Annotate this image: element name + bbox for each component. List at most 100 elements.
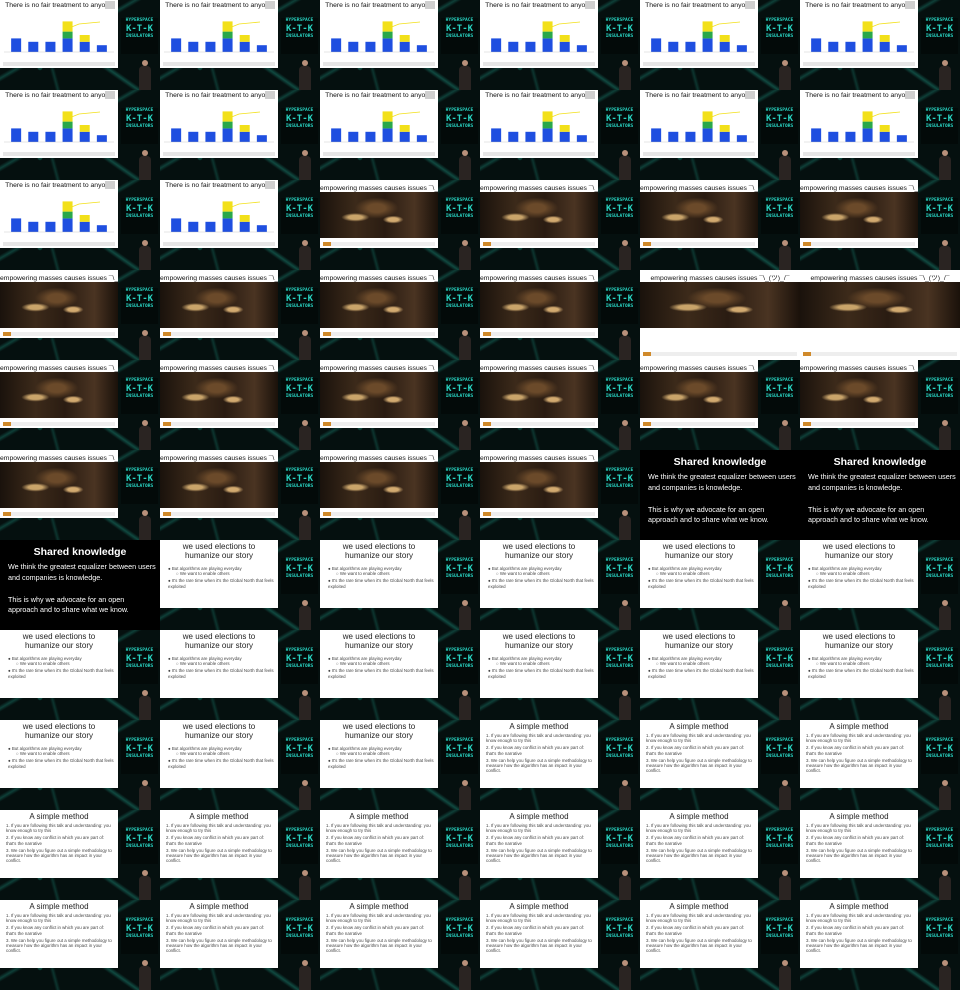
speaker-figure (618, 510, 632, 540)
bar-blue-C1 (491, 38, 502, 52)
bar-chart (644, 21, 754, 53)
bar-blue-C3 (525, 41, 536, 52)
numbered-item: 3. We can help you figure out a simple m… (166, 847, 272, 864)
title-line: we used elections to (182, 632, 256, 641)
conference-logo: HYPERSPACE K-T-K INSULATORS (601, 468, 638, 504)
speaker-figure (298, 870, 312, 900)
bar-blue-C1 (491, 128, 502, 142)
bar-yellow-C5 (399, 35, 410, 42)
conference-logo: HYPERSPACE K-T-K INSULATORS (921, 558, 958, 594)
logo-text: K-T-K (765, 204, 794, 214)
slide-text: This is why we advocate for an open appr… (8, 594, 129, 615)
painting-image (0, 372, 118, 418)
logo-text: INSULATORS (925, 214, 954, 219)
numbered-item: 3. We can help you figure out a simple m… (486, 847, 592, 864)
method-slide: A simple method 1. If you are following … (800, 810, 918, 878)
slide-title: A simple method (669, 812, 729, 821)
thumbnail-frame: A simple method 1. If you are following … (640, 720, 800, 810)
thumbnail-frame: empowering masses causes issues ¯\_(ツ)_/… (480, 360, 640, 450)
thumbnail-frame: A simple method 1. If you are following … (480, 810, 640, 900)
logo-text: INSULATORS (125, 34, 154, 39)
slide-text: We think the greatest equalizer between … (8, 562, 156, 582)
logo-text: K-T-K (605, 744, 634, 754)
slide-title: empowering masses causes issues ¯\_(ツ)_/… (160, 365, 278, 372)
bar-yellow-C5 (239, 35, 250, 42)
bar-blue-C3 (525, 131, 536, 142)
bullet: ● It's the rare time when it's the Globa… (168, 668, 274, 679)
photo-slide: empowering masses causes issues ¯\_(ツ)_/… (320, 450, 438, 518)
title-line: humanize our story (824, 641, 894, 650)
slide-title: empowering masses causes issues ¯\_(ツ)_/… (320, 455, 438, 462)
bar-blue-C1 (11, 128, 22, 142)
logo-text: HYPERSPACE (125, 918, 154, 923)
sub-bullet: ○ We want to enable others (336, 661, 390, 667)
bar-blue-C2 (828, 41, 839, 52)
logo-text: INSULATORS (125, 754, 154, 759)
bar-blue-C5 (719, 41, 730, 52)
sub-bullet: ○ We want to enable others (16, 751, 70, 757)
bar-yellow-C4 (542, 21, 553, 32)
conference-logo: HYPERSPACE K-T-K INSULATORS (921, 108, 958, 144)
speaker-figure (458, 780, 472, 810)
chart-slide: There is no fair treatment to anyone (480, 90, 598, 158)
logo-text: K-T-K (125, 474, 154, 484)
bullet: ● But algorithms are playing everyday ○ … (808, 656, 914, 666)
elections-slide: we used elections to humanize our story … (800, 630, 918, 698)
slide-title: A simple method (509, 722, 569, 731)
slide-footer (163, 152, 275, 156)
numbered-item: 2. If you know any conflict in which you… (6, 835, 105, 846)
photo-slide: empowering masses causes issues ¯\_(ツ)_/… (480, 270, 598, 338)
logo-text: K-T-K (285, 474, 314, 484)
bar-blue-C1 (11, 218, 22, 232)
bullet: ● But algorithms are playing everyday ○ … (328, 566, 434, 576)
slide-text: We think the greatest equalizer between … (808, 472, 956, 492)
logo-text: HYPERSPACE (605, 828, 634, 833)
logo-text: INSULATORS (125, 214, 154, 219)
logo-text: HYPERSPACE (605, 378, 634, 383)
title-line: humanize our story (504, 641, 574, 650)
title-line: we used elections to (502, 632, 576, 641)
logo-text: HYPERSPACE (925, 738, 954, 743)
slide-footer (643, 62, 755, 66)
bar-blue-C1 (651, 38, 662, 52)
bar-blue-C4 (862, 128, 873, 142)
bullet: ● But algorithms are playing everyday ○ … (488, 566, 594, 576)
elections-slide: we used elections to humanize our story … (160, 540, 278, 608)
elections-slide: we used elections to humanize our story … (800, 540, 918, 608)
elections-slide: we used elections to humanize our story … (0, 720, 118, 788)
method-slide: A simple method 1. If you are following … (640, 810, 758, 878)
logo-text: INSULATORS (285, 844, 314, 849)
elections-slide: we used elections to humanize our story … (0, 630, 118, 698)
sub-bullet: ○ We want to enable others (176, 751, 230, 757)
logo-text: HYPERSPACE (765, 558, 794, 563)
bar-yellow-C4 (222, 111, 233, 122)
numbered-item: 1. If you are following this talk and un… (806, 823, 911, 834)
bar-blue-C6 (256, 45, 267, 52)
thumbnail-frame: we used elections to humanize our story … (800, 630, 960, 720)
thumbnail-frame: we used elections to humanize our story … (160, 630, 320, 720)
thumbnail-frame: There is no fair treatment to anyone HYP… (800, 90, 960, 180)
painting-image (0, 462, 118, 508)
photo-slide: empowering masses causes issues ¯\_(ツ)_/… (480, 180, 598, 248)
speaker-figure (618, 870, 632, 900)
logo-text: INSULATORS (445, 124, 474, 129)
slide-footer (483, 512, 595, 516)
logo-text: HYPERSPACE (605, 18, 634, 23)
conference-logo: HYPERSPACE K-T-K INSULATORS (281, 288, 318, 324)
logo-text: HYPERSPACE (445, 738, 474, 743)
bar-blue-C3 (205, 131, 216, 142)
speaker-figure (298, 600, 312, 630)
painting-image (160, 372, 278, 418)
thumbnail-frame: Shared knowledge We think the greatest e… (800, 450, 960, 540)
slide-title: empowering masses causes issues ¯\_(ツ)_/… (0, 455, 118, 462)
bullet: ● It's the rare time when it's the Globa… (648, 578, 754, 589)
speaker-figure (938, 780, 952, 810)
bar-blue-C1 (171, 128, 182, 142)
thumbnail-frame: There is no fair treatment to anyone HYP… (640, 90, 800, 180)
speaker-figure (938, 60, 952, 90)
bar-yellow-C5 (79, 35, 90, 42)
photo-slide: empowering masses causes issues ¯\_(ツ)_/… (480, 360, 598, 428)
numbered-item: 1. If you are following this talk and un… (326, 823, 431, 834)
title-line: humanize our story (184, 731, 254, 740)
slide-text: We think the greatest equalizer between … (648, 472, 796, 492)
